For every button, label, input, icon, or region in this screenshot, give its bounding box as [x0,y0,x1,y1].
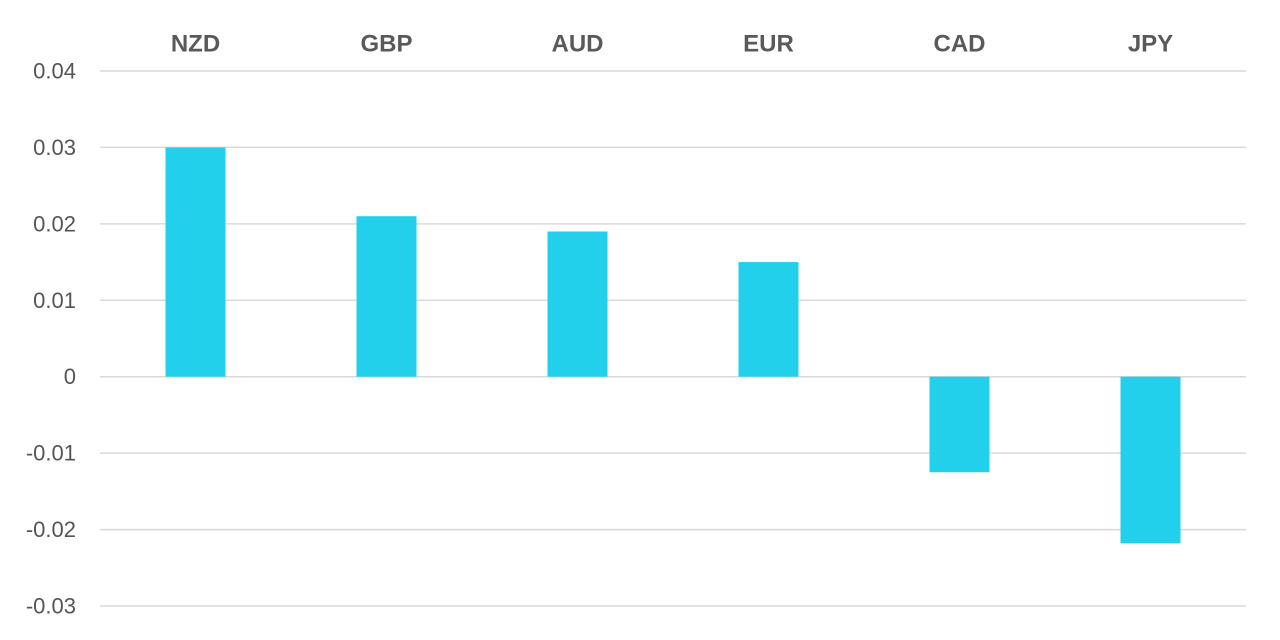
bar-cad [929,376,990,473]
gridlines [100,70,1246,607]
y-tick-label: 0.03 [33,135,76,160]
bar-aud [547,231,608,377]
y-axis-ticks: 0.04 0.03 0.02 0.01 0 -0.01 -0.02 -0.03 [26,59,76,619]
bar-gbp [356,216,417,377]
y-tick-label: 0 [64,364,76,389]
y-tick-label: -0.03 [26,594,76,619]
category-label-jpy: JPY [1128,31,1173,58]
bar-eur [738,262,799,377]
y-tick-label: 0.04 [33,59,76,84]
y-tick-label: 0.02 [33,211,76,236]
bars [165,147,1181,544]
bar-jpy [1120,376,1181,544]
category-label-eur: EUR [743,31,794,58]
category-label-cad: CAD [934,31,986,58]
y-tick-label: -0.02 [26,517,76,542]
category-labels: NZD GBP AUD EUR CAD JPY [171,31,1173,58]
y-tick-label: -0.01 [26,441,76,466]
category-label-aud: AUD [552,31,604,58]
category-label-nzd: NZD [171,31,220,58]
y-tick-label: 0.01 [33,288,76,313]
bar-nzd [165,147,226,377]
category-label-gbp: GBP [360,31,412,58]
